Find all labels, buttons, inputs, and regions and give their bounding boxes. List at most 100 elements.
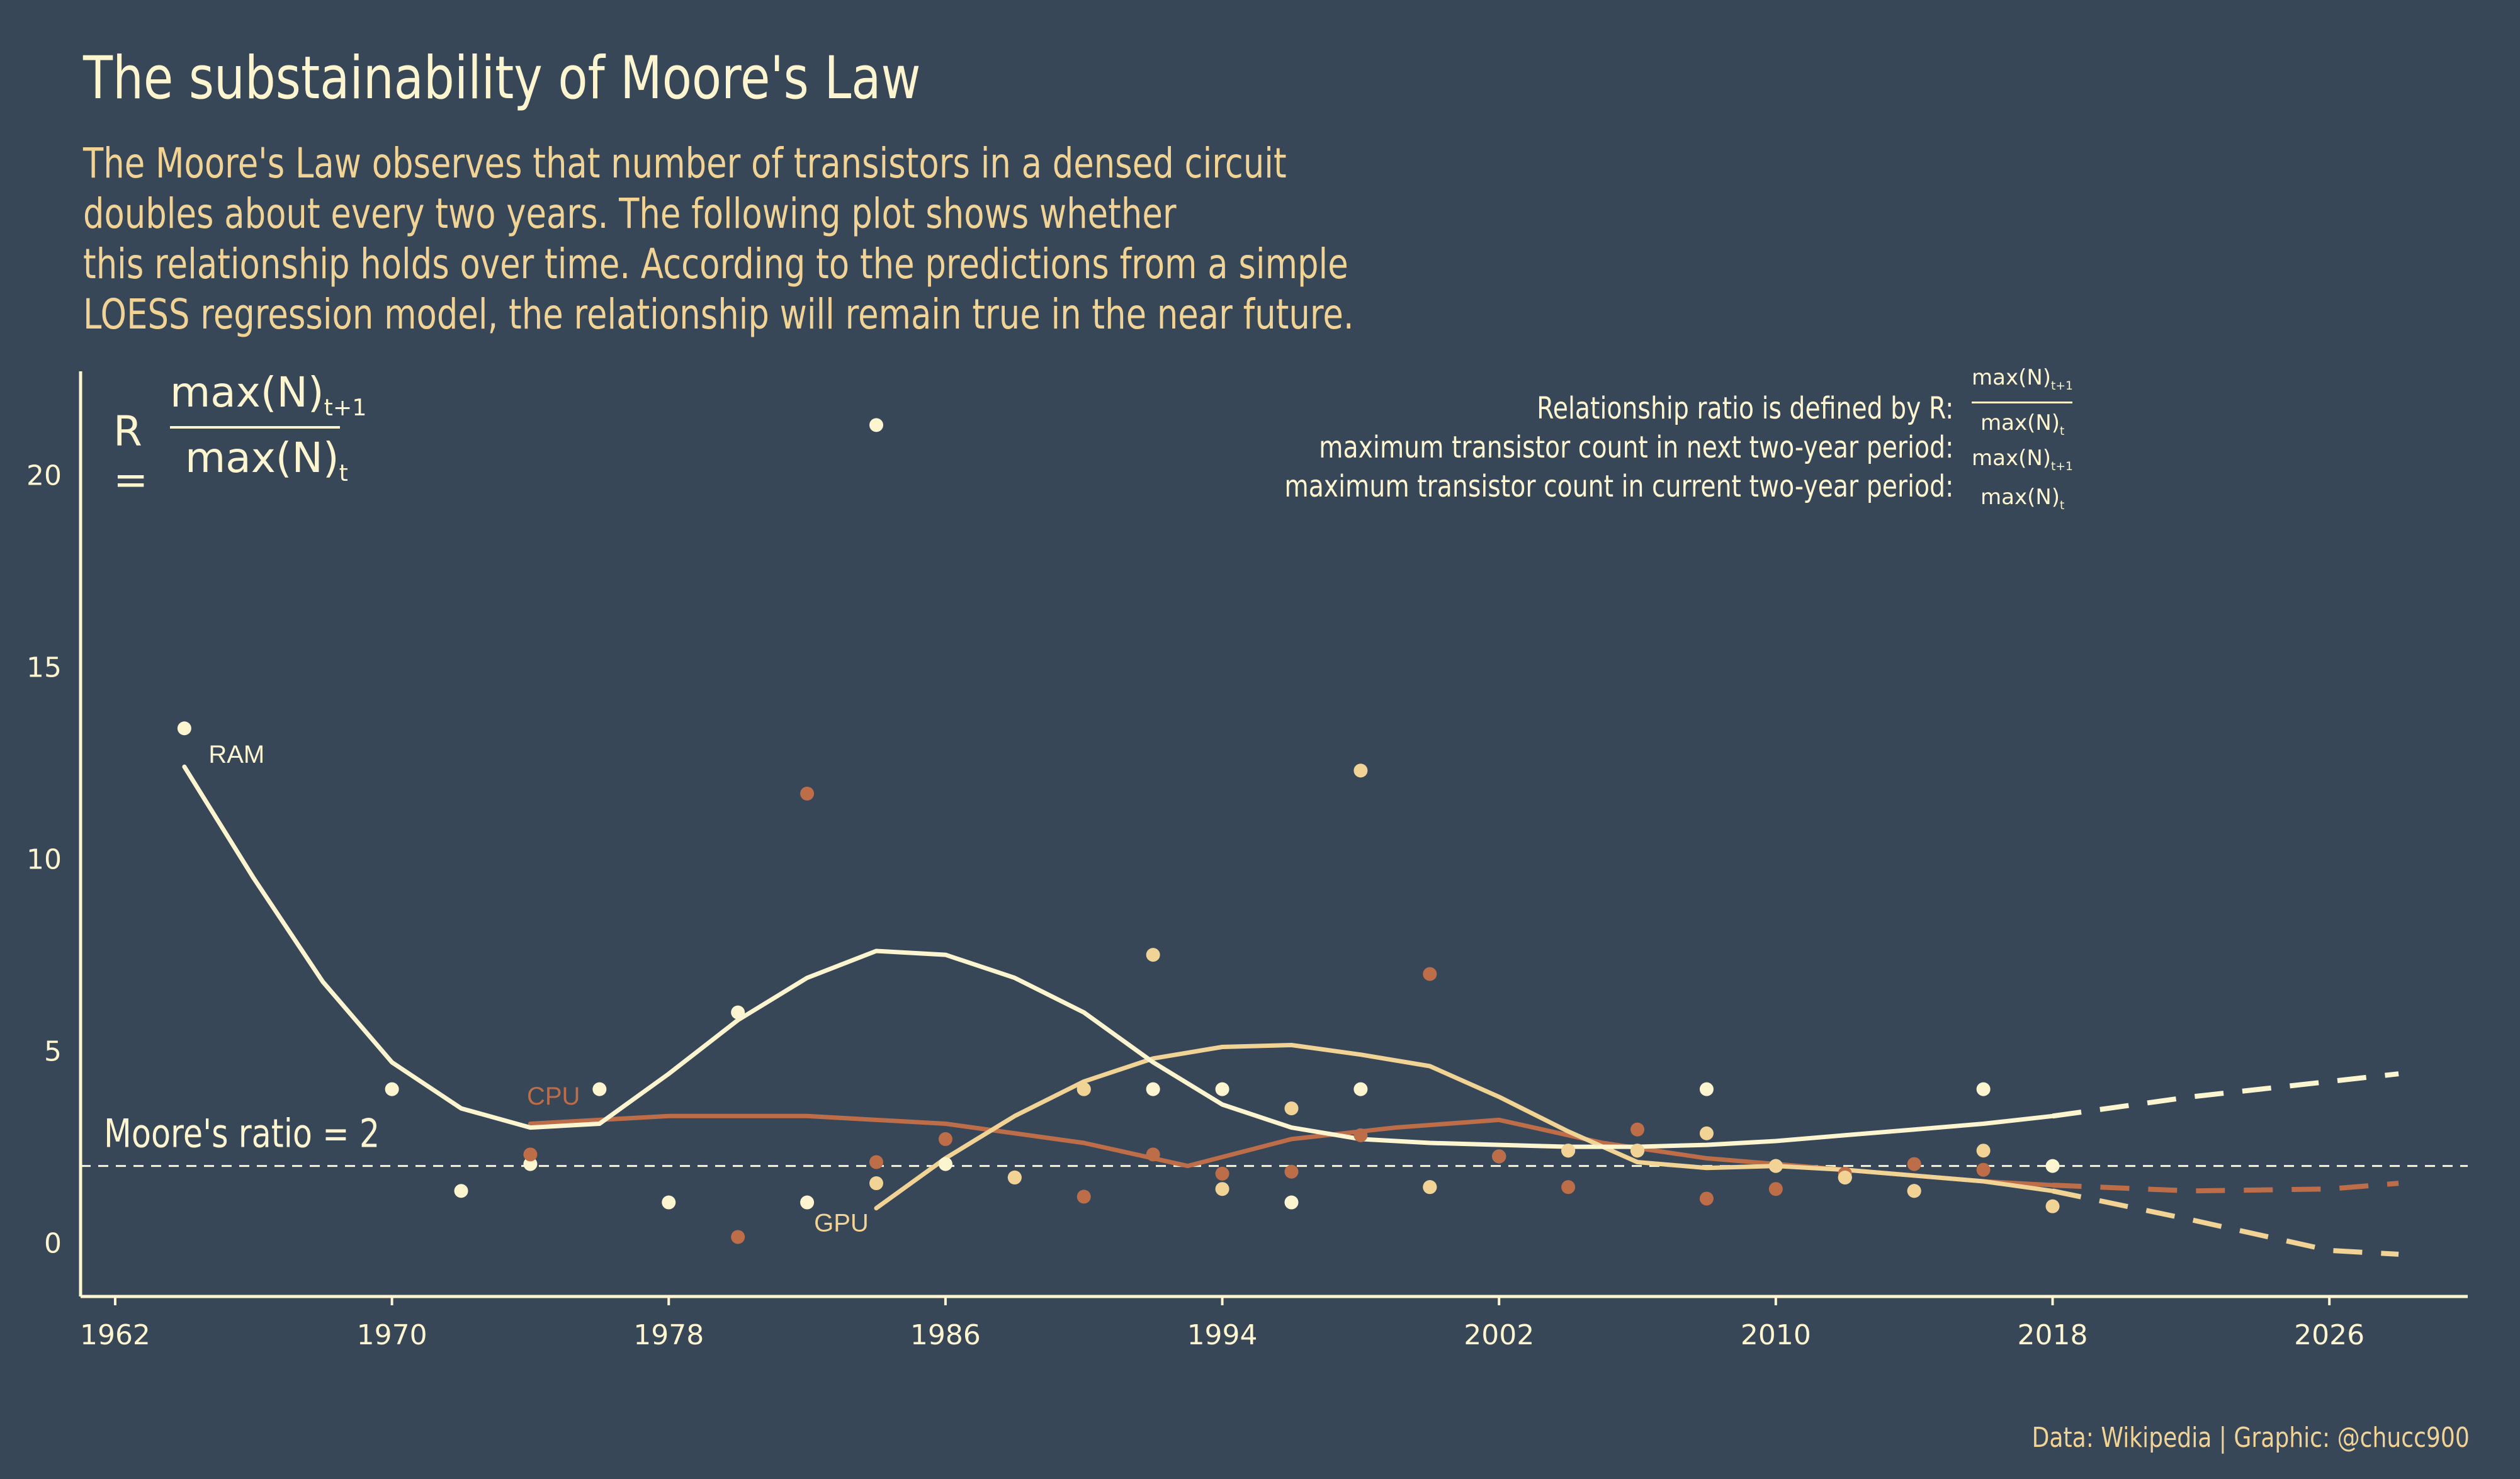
ram-data-point — [731, 1005, 745, 1020]
ram-data-point — [2045, 1159, 2060, 1173]
cpu-data-point — [1146, 1147, 1160, 1162]
x-tick-label: 2018 — [2018, 1319, 2088, 1351]
cpu-data-point — [800, 786, 815, 801]
x-tick-label: 1970 — [357, 1319, 427, 1351]
cpu-data-point — [1768, 1182, 1783, 1196]
ram-forecast-line — [2052, 1071, 2399, 1119]
chart-axes: 1962 1970 1978 1986 1994 2002 2010 2018 2026 0 5 10… — [26, 371, 2468, 1351]
reference-line-group: Moore's ratio = 2 — [81, 1111, 2468, 1167]
def-current-period-symbol: max(N)t — [1980, 485, 2064, 512]
def-current-symbol-text: max(N) — [1980, 485, 2060, 510]
y-tick-label: 5 — [44, 1036, 62, 1068]
gpu-data-point — [1146, 948, 1160, 962]
cpu-data-point — [1284, 1164, 1299, 1179]
ram-data-point — [177, 721, 191, 736]
gpu-data-point — [1630, 1144, 1645, 1158]
x-tick-label: 2002 — [1464, 1319, 1534, 1351]
ram-data-point — [662, 1195, 676, 1210]
ram-data-point — [523, 1157, 538, 1171]
x-tick-label: 2026 — [2294, 1319, 2365, 1351]
x-tick-label: 1978 — [633, 1319, 704, 1351]
gpu-series-label: GPU — [814, 1209, 869, 1237]
moores-ratio-label: Moore's ratio = 2 — [104, 1111, 380, 1157]
ram-data-point — [1353, 1082, 1368, 1096]
def-ratio-numerator-text: max(N) — [1972, 365, 2052, 390]
series-labels-group: RAM CPU GPU — [208, 741, 868, 1237]
y-tick-label: 10 — [26, 844, 62, 876]
def-fraction-bar — [1972, 402, 2072, 403]
def-next-symbol-sub: t+1 — [2051, 459, 2073, 473]
cpu-data-point — [869, 1155, 883, 1169]
data-points-group — [177, 418, 2060, 1244]
chart-subtitle: The Moore's Law observes that number of … — [83, 138, 1354, 340]
subtitle-line: doubles about every two years. The follo… — [83, 189, 1177, 238]
subtitle-line: this relationship holds over time. Accor… — [83, 240, 1348, 288]
formula-fraction-bar — [170, 426, 340, 429]
formula-lhs: R = — [113, 407, 149, 504]
def-current-symbol-sub: t — [2060, 498, 2065, 512]
ram-data-point — [1699, 1082, 1714, 1096]
ram-data-point — [1146, 1082, 1160, 1096]
gpu-data-point — [1353, 763, 1368, 778]
def-ratio-denominator-text: max(N) — [1980, 410, 2060, 436]
cpu-data-point — [1630, 1122, 1645, 1137]
gpu-data-point — [1699, 1126, 1714, 1140]
ram-data-point — [1215, 1082, 1229, 1096]
formula-numerator-sub: t+1 — [324, 394, 367, 422]
cpu-data-point — [1215, 1166, 1229, 1181]
def-ratio-numerator-sub: t+1 — [2051, 379, 2073, 393]
cpu-data-point — [1076, 1189, 1091, 1204]
gpu-data-point — [1838, 1170, 1852, 1184]
gpu-data-point — [1561, 1144, 1576, 1158]
y-tick-label: 0 — [44, 1228, 62, 1260]
chart-title: The substainability of Moore's Law — [83, 44, 921, 113]
cpu-data-point — [731, 1230, 745, 1244]
gpu-data-point — [1907, 1184, 1921, 1198]
ram-data-point — [592, 1082, 607, 1096]
gpu-data-point — [1215, 1182, 1229, 1196]
cpu-data-point — [938, 1132, 952, 1146]
gpu-data-point — [1768, 1159, 1783, 1173]
formula-numerator-text: max(N) — [170, 368, 324, 417]
ram-data-point — [938, 1157, 952, 1171]
cpu-data-point — [1353, 1128, 1368, 1142]
ram-series-label: RAM — [208, 741, 264, 768]
chart-caption: Data: Wikipedia | Graphic: @chucc900 — [2031, 1422, 2470, 1454]
x-tick-label: 1962 — [80, 1319, 150, 1351]
def-ratio-denominator: max(N)t — [1980, 410, 2064, 438]
def-next-symbol-text: max(N) — [1972, 446, 2052, 471]
gpu-forecast-line — [2052, 1188, 2399, 1257]
definition-line: maximum transistor count in current two-… — [1284, 469, 1953, 504]
formula-denominator-text: max(N) — [185, 434, 339, 482]
subtitle-line: The Moore's Law observes that number of … — [83, 139, 1287, 188]
ram-data-point — [800, 1195, 815, 1210]
definition-line: maximum transistor count in next two-yea… — [1318, 430, 1953, 465]
subtitle-line: LOESS regression model, the relationship… — [83, 290, 1354, 339]
formula-denominator: max(N)t — [185, 434, 348, 486]
ram-data-point — [869, 418, 883, 432]
definition-line: Relationship ratio is defined by R: — [1536, 391, 1953, 426]
ram-data-point — [454, 1184, 468, 1198]
cpu-data-point — [1976, 1162, 1991, 1177]
cpu-data-point — [1492, 1149, 1506, 1164]
trend-lines-group — [182, 764, 2399, 1257]
gpu-trend-line — [874, 1043, 2055, 1211]
def-ratio-numerator: max(N)t+1 — [1972, 365, 2073, 393]
gpu-data-point — [2045, 1199, 2060, 1213]
ram-data-point — [1284, 1195, 1299, 1210]
cpu-data-point — [1561, 1180, 1576, 1195]
cpu-data-point — [523, 1147, 538, 1162]
y-tick-label: 15 — [26, 652, 62, 684]
gpu-data-point — [1423, 1180, 1437, 1195]
y-tick-label: 20 — [26, 460, 62, 492]
cpu-forecast-line — [2052, 1181, 2399, 1194]
cpu-series-label: CPU — [527, 1083, 580, 1110]
gpu-data-point — [1976, 1144, 1991, 1158]
def-next-period-symbol: max(N)t+1 — [1972, 446, 2073, 473]
cpu-data-point — [1423, 967, 1437, 981]
x-tick-label: 1994 — [1187, 1319, 1258, 1351]
cpu-data-point — [1699, 1191, 1714, 1206]
ram-data-point — [1976, 1082, 1991, 1096]
gpu-data-point — [1076, 1082, 1091, 1096]
